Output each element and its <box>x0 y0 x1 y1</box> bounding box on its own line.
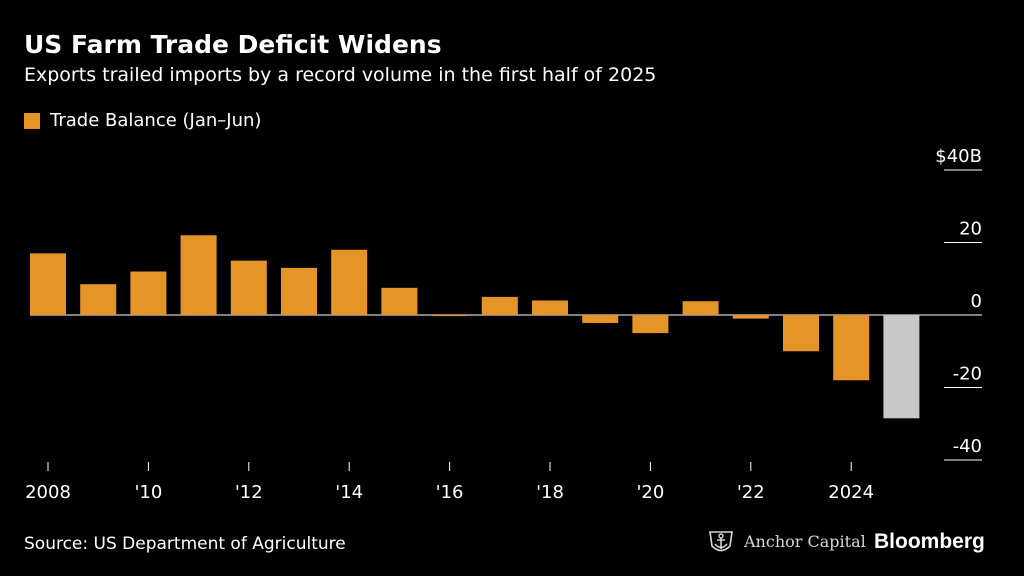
partner-logo: Anchor Capital <box>706 526 866 556</box>
x-tick-label: 2008 <box>25 482 71 503</box>
x-tick-label: '14 <box>335 482 363 503</box>
bar-2025 <box>883 315 920 419</box>
bar-2018 <box>532 300 568 315</box>
bar-2010 <box>130 271 167 315</box>
x-tick-label: '10 <box>134 482 162 503</box>
x-tick-label: 2024 <box>828 482 874 503</box>
bar-2012 <box>230 260 267 315</box>
bar-2022 <box>732 315 769 319</box>
legend-label: Trade Balance (Jan–Jun) <box>50 110 262 131</box>
bar-2015 <box>381 287 418 315</box>
legend-swatch <box>24 112 40 129</box>
bar-2016 <box>431 315 468 317</box>
x-tick-label: '12 <box>235 482 263 503</box>
bar-2019 <box>582 315 619 323</box>
chart-title: US Farm Trade Deficit Widens <box>24 30 442 59</box>
bar-2024 <box>833 315 870 381</box>
bar-2023 <box>783 315 819 352</box>
bloomberg-logo: Bloomberg <box>874 530 985 553</box>
x-tick-label: '22 <box>737 482 765 503</box>
x-tick-label: '20 <box>636 482 664 503</box>
bar-2009 <box>80 284 117 315</box>
bar-2017 <box>481 296 518 315</box>
anchor-icon <box>709 531 733 552</box>
bar-2013 <box>281 267 317 315</box>
x-tick-label: '16 <box>436 482 464 503</box>
y-tick-label: -40 <box>953 436 982 457</box>
bar-2021 <box>682 301 719 315</box>
bar-2008 <box>30 253 66 315</box>
legend: Trade Balance (Jan–Jun) <box>24 110 261 131</box>
chart-subtitle: Exports trailed imports by a record volu… <box>24 64 657 86</box>
x-tick-label: '18 <box>536 482 564 503</box>
y-tick-label: -20 <box>953 364 982 385</box>
y-tick-label: 0 <box>971 291 982 312</box>
bar-2011 <box>180 235 217 315</box>
y-tick-label: 20 <box>959 219 982 240</box>
bar-2014 <box>331 249 368 315</box>
source-note: Source: US Department of Agriculture <box>24 534 346 554</box>
bar-2020 <box>632 315 669 334</box>
partner-name: Anchor Capital <box>744 531 866 551</box>
y-tick-label: $40B <box>935 146 982 167</box>
